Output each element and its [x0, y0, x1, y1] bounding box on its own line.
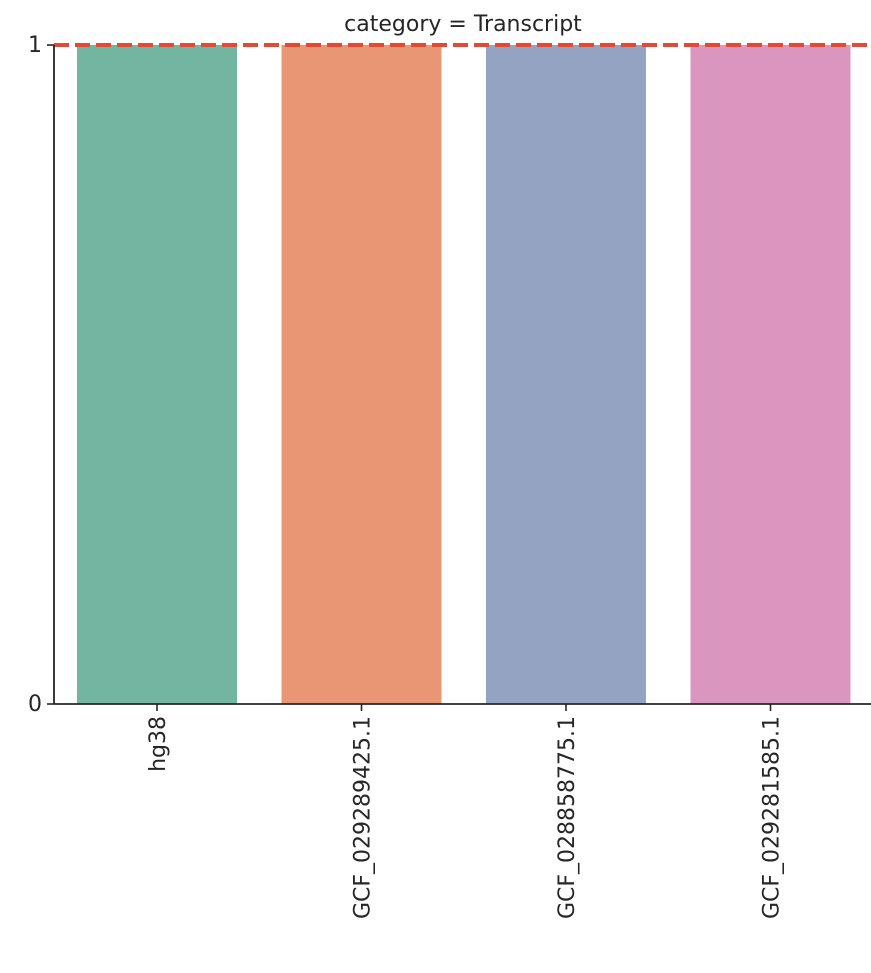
x-tick-label-1: GCF_029289425.1: [351, 716, 376, 919]
bar-2: [486, 45, 646, 704]
y-ticks-group: 01: [28, 33, 54, 717]
axes-group: [53, 45, 871, 705]
bars-group: [77, 45, 851, 704]
x-tick-label-2: GCF_028858775.1: [555, 716, 580, 919]
x-ticks-group: hg38 GCF_029289425.1 GCF_028858775.1 GCF_02…: [146, 704, 785, 919]
x-tick-label-3: GCF_029281585.1: [760, 716, 785, 919]
y-tick-label-1: 1: [28, 33, 42, 58]
bar-0: [77, 45, 237, 704]
chart-title: category = Transcript: [344, 12, 582, 37]
y-tick-label-0: 0: [28, 692, 42, 717]
bar-3: [690, 45, 851, 704]
x-tick-label-0: hg38: [146, 716, 171, 772]
bar-1: [281, 45, 442, 704]
